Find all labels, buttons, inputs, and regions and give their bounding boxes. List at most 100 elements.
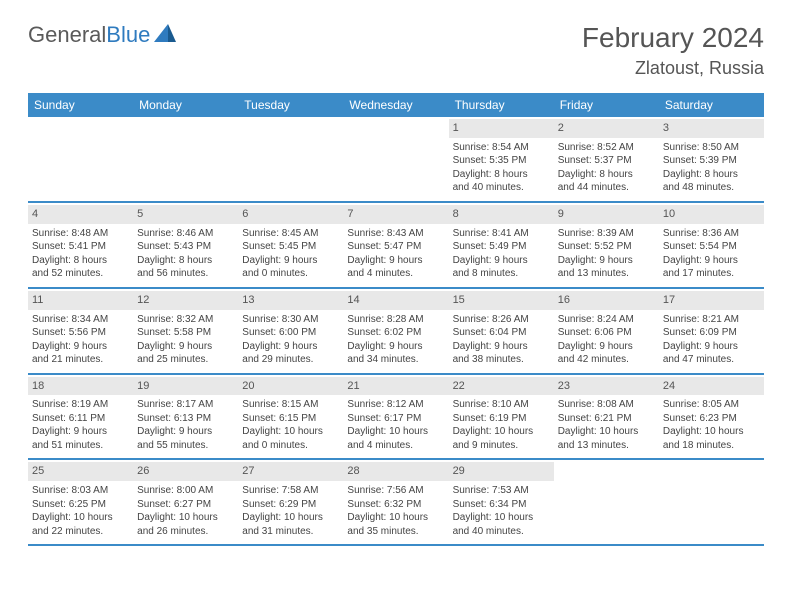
day-info-line: and 4 minutes. bbox=[347, 439, 444, 453]
day-cell: 21Sunrise: 8:12 AMSunset: 6:17 PMDayligh… bbox=[343, 375, 448, 459]
day-cell: 6Sunrise: 8:45 AMSunset: 5:45 PMDaylight… bbox=[238, 203, 343, 287]
day-info-line: Sunrise: 8:41 AM bbox=[453, 227, 550, 241]
day-info-line: Daylight: 10 hours bbox=[347, 425, 444, 439]
day-info-line: Sunrise: 8:24 AM bbox=[558, 313, 655, 327]
day-cell: 26Sunrise: 8:00 AMSunset: 6:27 PMDayligh… bbox=[133, 460, 238, 544]
day-info-line: and 44 minutes. bbox=[558, 181, 655, 195]
day-cell: 9Sunrise: 8:39 AMSunset: 5:52 PMDaylight… bbox=[554, 203, 659, 287]
weekday-header: Monday bbox=[133, 93, 238, 117]
day-info-line: Daylight: 9 hours bbox=[242, 340, 339, 354]
day-cell: 1Sunrise: 8:54 AMSunset: 5:35 PMDaylight… bbox=[449, 117, 554, 201]
logo-word-1: General bbox=[28, 22, 106, 47]
day-info-line: Sunrise: 8:17 AM bbox=[137, 398, 234, 412]
day-info-line: Daylight: 9 hours bbox=[347, 340, 444, 354]
day-info-line: Sunset: 6:29 PM bbox=[242, 498, 339, 512]
weekday-header: Sunday bbox=[28, 93, 133, 117]
day-info-line: Daylight: 10 hours bbox=[242, 425, 339, 439]
day-number: 21 bbox=[343, 377, 448, 396]
day-cell: 16Sunrise: 8:24 AMSunset: 6:06 PMDayligh… bbox=[554, 289, 659, 373]
day-info-line: Sunrise: 8:48 AM bbox=[32, 227, 129, 241]
day-info-line: and 22 minutes. bbox=[32, 525, 129, 539]
day-info-line: Sunrise: 8:19 AM bbox=[32, 398, 129, 412]
day-info-line: Daylight: 8 hours bbox=[453, 168, 550, 182]
day-cell: 14Sunrise: 8:28 AMSunset: 6:02 PMDayligh… bbox=[343, 289, 448, 373]
day-info-line: Sunrise: 8:52 AM bbox=[558, 141, 655, 155]
day-cell: 5Sunrise: 8:46 AMSunset: 5:43 PMDaylight… bbox=[133, 203, 238, 287]
day-number: 22 bbox=[449, 377, 554, 396]
day-info-line: Daylight: 9 hours bbox=[558, 254, 655, 268]
day-info-line: Sunset: 6:34 PM bbox=[453, 498, 550, 512]
day-info-line: Sunset: 5:47 PM bbox=[347, 240, 444, 254]
day-info-line: Sunset: 5:58 PM bbox=[137, 326, 234, 340]
day-info-line: Sunset: 6:09 PM bbox=[663, 326, 760, 340]
day-info-line: Sunset: 6:06 PM bbox=[558, 326, 655, 340]
day-cell-empty bbox=[554, 460, 659, 544]
day-info-line: Sunset: 5:37 PM bbox=[558, 154, 655, 168]
location: Zlatoust, Russia bbox=[582, 58, 764, 79]
logo-text: GeneralBlue bbox=[28, 22, 150, 48]
day-info-line: Daylight: 10 hours bbox=[242, 511, 339, 525]
day-info-line: Daylight: 10 hours bbox=[453, 425, 550, 439]
day-info-line: Daylight: 9 hours bbox=[558, 340, 655, 354]
day-info-line: and 55 minutes. bbox=[137, 439, 234, 453]
day-cell: 25Sunrise: 8:03 AMSunset: 6:25 PMDayligh… bbox=[28, 460, 133, 544]
day-info-line: Sunrise: 8:28 AM bbox=[347, 313, 444, 327]
day-info-line: Sunset: 6:02 PM bbox=[347, 326, 444, 340]
day-cell-empty bbox=[238, 117, 343, 201]
day-info-line: Sunset: 5:45 PM bbox=[242, 240, 339, 254]
day-number: 20 bbox=[238, 377, 343, 396]
day-info-line: and 0 minutes. bbox=[242, 267, 339, 281]
day-info-line: Sunrise: 7:53 AM bbox=[453, 484, 550, 498]
day-info-line: Daylight: 9 hours bbox=[242, 254, 339, 268]
weekday-header: Tuesday bbox=[238, 93, 343, 117]
day-cell: 18Sunrise: 8:19 AMSunset: 6:11 PMDayligh… bbox=[28, 375, 133, 459]
week-row: 4Sunrise: 8:48 AMSunset: 5:41 PMDaylight… bbox=[28, 203, 764, 289]
day-info-line: Sunset: 5:49 PM bbox=[453, 240, 550, 254]
weekday-header: Saturday bbox=[659, 93, 764, 117]
weekday-header: Wednesday bbox=[343, 93, 448, 117]
day-info-line: Sunset: 6:15 PM bbox=[242, 412, 339, 426]
day-info-line: Sunset: 6:11 PM bbox=[32, 412, 129, 426]
day-cell: 28Sunrise: 7:56 AMSunset: 6:32 PMDayligh… bbox=[343, 460, 448, 544]
day-info-line: and 29 minutes. bbox=[242, 353, 339, 367]
day-info-line: Sunset: 6:32 PM bbox=[347, 498, 444, 512]
day-cell: 22Sunrise: 8:10 AMSunset: 6:19 PMDayligh… bbox=[449, 375, 554, 459]
day-info-line: and 40 minutes. bbox=[453, 181, 550, 195]
day-info-line: Daylight: 9 hours bbox=[137, 425, 234, 439]
day-cell: 3Sunrise: 8:50 AMSunset: 5:39 PMDaylight… bbox=[659, 117, 764, 201]
day-info-line: Daylight: 8 hours bbox=[558, 168, 655, 182]
header: GeneralBlue February 2024 Zlatoust, Russ… bbox=[28, 22, 764, 79]
day-info-line: and 35 minutes. bbox=[347, 525, 444, 539]
day-info-line: Sunset: 6:21 PM bbox=[558, 412, 655, 426]
day-info-line: Daylight: 10 hours bbox=[137, 511, 234, 525]
day-number: 17 bbox=[659, 291, 764, 310]
day-info-line: Daylight: 8 hours bbox=[663, 168, 760, 182]
day-info-line: Sunset: 6:00 PM bbox=[242, 326, 339, 340]
day-cell: 13Sunrise: 8:30 AMSunset: 6:00 PMDayligh… bbox=[238, 289, 343, 373]
day-info-line: Sunrise: 8:50 AM bbox=[663, 141, 760, 155]
day-number bbox=[554, 462, 659, 481]
day-info-line: and 18 minutes. bbox=[663, 439, 760, 453]
day-info-line: and 40 minutes. bbox=[453, 525, 550, 539]
day-info-line: and 52 minutes. bbox=[32, 267, 129, 281]
day-info-line: Daylight: 10 hours bbox=[453, 511, 550, 525]
day-info-line: Sunrise: 8:36 AM bbox=[663, 227, 760, 241]
day-info-line: Sunset: 5:43 PM bbox=[137, 240, 234, 254]
day-info-line: Sunrise: 8:05 AM bbox=[663, 398, 760, 412]
day-info-line: Daylight: 8 hours bbox=[137, 254, 234, 268]
day-info-line: and 25 minutes. bbox=[137, 353, 234, 367]
day-info-line: Sunset: 6:19 PM bbox=[453, 412, 550, 426]
day-number: 12 bbox=[133, 291, 238, 310]
day-info-line: and 56 minutes. bbox=[137, 267, 234, 281]
calendar: SundayMondayTuesdayWednesdayThursdayFrid… bbox=[28, 93, 764, 546]
day-number: 3 bbox=[659, 119, 764, 138]
day-info-line: Daylight: 9 hours bbox=[663, 340, 760, 354]
day-cell: 24Sunrise: 8:05 AMSunset: 6:23 PMDayligh… bbox=[659, 375, 764, 459]
day-info-line: Sunset: 6:17 PM bbox=[347, 412, 444, 426]
day-cell: 12Sunrise: 8:32 AMSunset: 5:58 PMDayligh… bbox=[133, 289, 238, 373]
day-number: 26 bbox=[133, 462, 238, 481]
day-cell: 15Sunrise: 8:26 AMSunset: 6:04 PMDayligh… bbox=[449, 289, 554, 373]
day-info-line: Sunrise: 8:00 AM bbox=[137, 484, 234, 498]
day-cell: 10Sunrise: 8:36 AMSunset: 5:54 PMDayligh… bbox=[659, 203, 764, 287]
day-info-line: Sunrise: 7:56 AM bbox=[347, 484, 444, 498]
